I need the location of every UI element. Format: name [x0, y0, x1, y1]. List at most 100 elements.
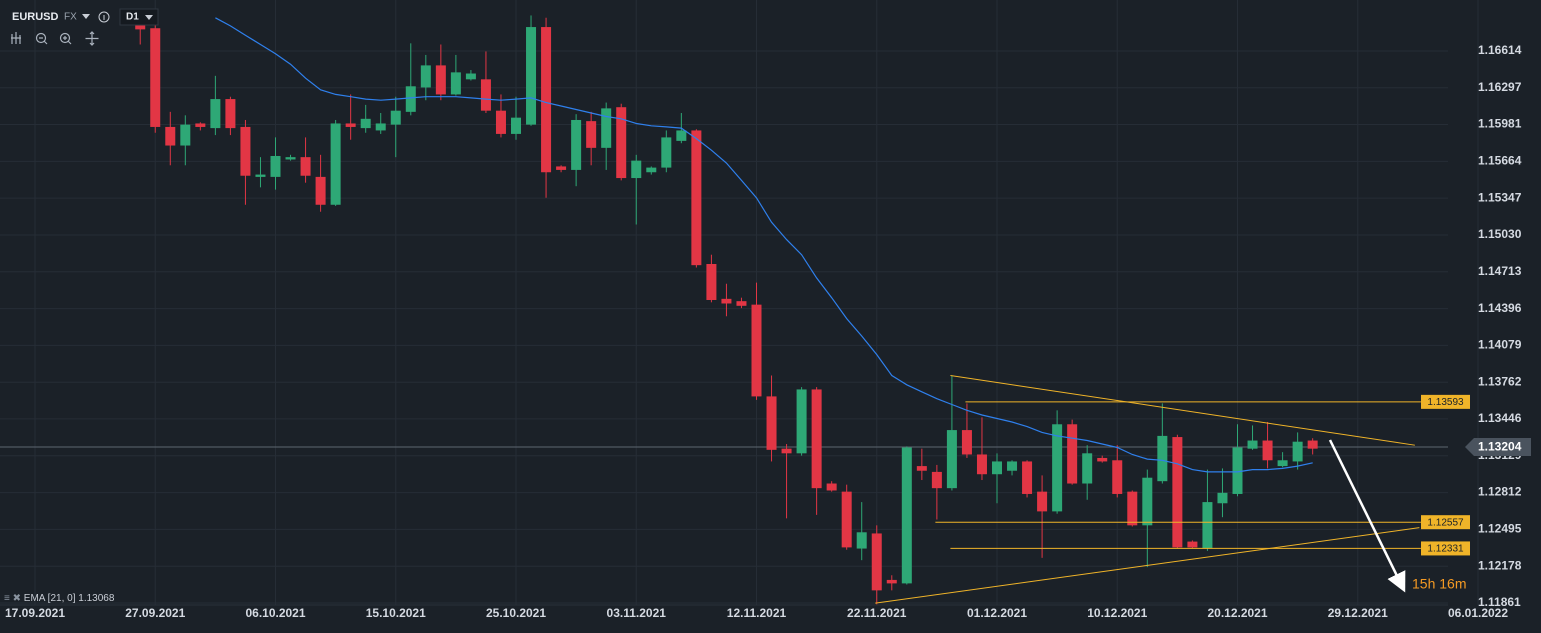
candle-body — [901, 447, 912, 584]
candle-body — [1262, 440, 1273, 461]
candle-body — [240, 126, 251, 176]
candle-body — [285, 157, 296, 160]
candle-body — [811, 389, 822, 489]
candle-body — [1217, 492, 1228, 504]
zoom-out-glyph — [39, 37, 48, 45]
candle-body — [1007, 461, 1018, 471]
candle-body — [616, 107, 627, 179]
candle-body — [315, 176, 326, 205]
x-tick-label: 10.12.2021 — [1087, 606, 1147, 620]
candle-body — [135, 22, 146, 30]
candle-body — [1037, 491, 1048, 512]
x-tick-label: 25.10.2021 — [486, 606, 546, 620]
candle-body — [1052, 424, 1063, 512]
candle-body — [225, 99, 236, 129]
level-label-box — [1421, 515, 1470, 530]
candle-body — [766, 396, 777, 450]
candle-body — [435, 65, 446, 95]
y-tick-label: 1.14396 — [1478, 301, 1522, 315]
x-tick-label: 12.11.2021 — [727, 606, 787, 620]
candle-body — [1127, 491, 1138, 526]
candle-body — [1067, 424, 1078, 484]
candle-body — [586, 121, 597, 148]
market: FX — [64, 12, 77, 23]
y-tick-label: 1.16297 — [1478, 80, 1522, 94]
legend-icons[interactable]: ≡ ✖ — [4, 593, 24, 604]
candle-body — [360, 118, 371, 129]
candle-body — [961, 430, 972, 455]
candle-body — [826, 483, 837, 491]
candle-body — [841, 491, 852, 548]
candle-body — [1292, 441, 1303, 462]
trendline — [875, 527, 1420, 604]
candle-body — [210, 99, 221, 129]
zoom-in-icon[interactable] — [59, 32, 71, 44]
candle-body — [706, 263, 717, 301]
y-tick-label: 1.13446 — [1478, 411, 1522, 425]
candle-body — [495, 110, 506, 134]
candle-body — [1142, 477, 1153, 526]
ema-line — [215, 17, 1313, 473]
candle-body — [195, 123, 206, 127]
level-label-box — [1421, 394, 1470, 409]
candle-body — [405, 86, 416, 112]
candle-body — [931, 471, 942, 489]
info-icon[interactable] — [98, 11, 110, 23]
trendline — [950, 375, 1415, 446]
candle-body — [676, 130, 687, 141]
candle-body — [992, 461, 1002, 475]
candle-body — [1277, 460, 1288, 467]
candle-body — [556, 166, 567, 170]
indicators-icon[interactable] — [11, 32, 21, 44]
timeframe-box[interactable] — [119, 8, 159, 26]
x-tick-label: 06.10.2021 — [245, 606, 305, 620]
candle-body — [1022, 461, 1033, 494]
candle-body — [180, 124, 191, 146]
x-tick-label: 03.11.2021 — [607, 606, 667, 620]
timeframe-dropdown[interactable] — [145, 15, 153, 20]
y-tick-label: 1.12495 — [1478, 522, 1522, 536]
candle-body — [1232, 447, 1243, 494]
candle-body — [390, 110, 401, 125]
candle-body — [601, 108, 612, 148]
level-label-box — [1421, 541, 1470, 556]
zoom-out-icon[interactable] — [35, 32, 47, 44]
candle-body — [721, 298, 732, 304]
current-price-label: 1.13204 — [1478, 440, 1522, 454]
pan-icon[interactable] — [85, 31, 99, 46]
x-tick-label: 22.11.2021 — [847, 606, 907, 620]
candle-body — [255, 174, 266, 177]
candle-body — [571, 119, 582, 170]
candle-body — [150, 28, 161, 127]
candle-body — [526, 27, 537, 125]
candle-body — [976, 454, 987, 475]
zoom-in-glyph — [63, 36, 72, 45]
y-tick-label: 1.15347 — [1478, 190, 1522, 204]
candle-body — [270, 155, 281, 177]
candle-body — [751, 304, 762, 397]
candle-body — [375, 123, 386, 131]
candle-body — [330, 123, 341, 205]
candle-body — [661, 137, 672, 168]
candle-body — [916, 466, 927, 471]
candle-body — [1097, 457, 1108, 462]
symbol[interactable]: EURUSD — [12, 11, 59, 23]
candle-body — [465, 73, 476, 80]
x-tick-label: 20.12.2021 — [1207, 606, 1267, 620]
x-tick-label: 06.01.2022 — [1448, 606, 1508, 620]
y-tick-label: 1.13762 — [1478, 374, 1522, 388]
drawn-arrow — [1328, 439, 1406, 593]
y-tick-label: 1.12178 — [1478, 558, 1522, 572]
symbol-dropdown[interactable] — [82, 14, 90, 19]
y-tick-label: 1.15030 — [1478, 227, 1522, 241]
candle-body — [856, 532, 867, 549]
candle-body — [1172, 437, 1183, 548]
candle-body — [646, 167, 657, 173]
level-label: 1.12557 — [1427, 517, 1464, 528]
y-tick-label: 1.15981 — [1478, 117, 1522, 131]
x-tick-label: 01.12.2021 — [967, 606, 1027, 620]
toolbar: EURUSD FX D1 — [11, 8, 159, 46]
candle-body — [691, 130, 702, 266]
